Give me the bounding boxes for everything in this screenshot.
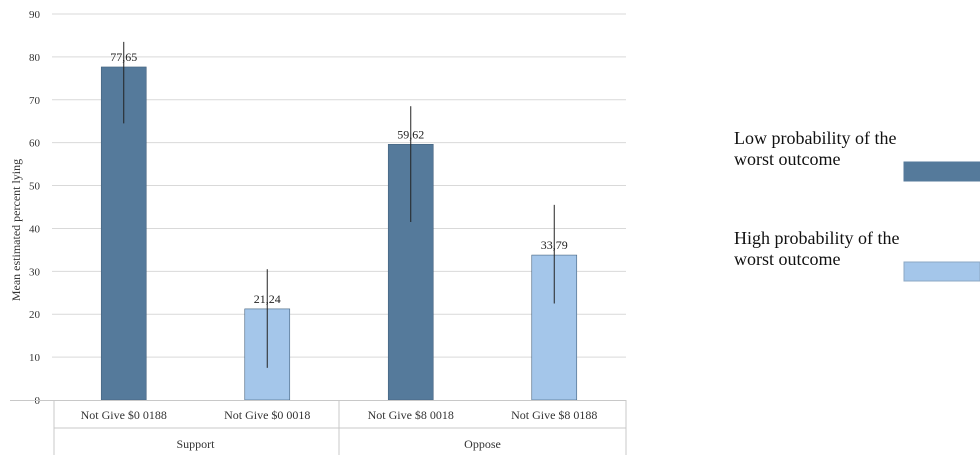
- y-axis-ticks: 0102030405060708090: [29, 9, 41, 407]
- y-tick-label: 40: [29, 223, 41, 235]
- y-axis-title: Mean estimated percent lying: [9, 159, 23, 301]
- data-label: 33,79: [541, 238, 568, 252]
- legend-label: worst outcome: [734, 249, 840, 269]
- y-tick-label: 50: [29, 181, 41, 193]
- legend-swatch: [903, 261, 980, 282]
- gridlines: [52, 13, 626, 358]
- y-tick-label: 30: [29, 266, 41, 278]
- group-label: Support: [176, 437, 215, 451]
- data-label: 77,65: [110, 50, 137, 64]
- y-tick-label: 70: [29, 95, 41, 107]
- data-labels: 77,65 21,24 59,62 33,79: [110, 50, 568, 306]
- legend-label: Low probability of the: [734, 128, 896, 148]
- legend-label: worst outcome: [734, 149, 840, 169]
- y-tick-label: 90: [29, 9, 41, 21]
- x-tick-label: Not Give $8 0018: [368, 408, 454, 422]
- data-label: 59,62: [397, 127, 424, 141]
- x-tick-label: Not Give $0 0188: [81, 408, 167, 422]
- x-axis: Not Give $0 0188 Not Give $0 0018 Not Give…: [10, 400, 627, 455]
- x-tick-label: Not Give $0 0018: [224, 408, 310, 422]
- data-label: 21,24: [254, 292, 281, 306]
- x-tick-label: Not Give $8 0188: [511, 408, 597, 422]
- group-label: Oppose: [464, 437, 501, 451]
- bars: [100, 66, 578, 401]
- error-bars: [123, 41, 555, 368]
- legend-swatch: [903, 161, 980, 182]
- y-tick-label: 80: [29, 52, 41, 64]
- y-tick-label: 60: [29, 138, 41, 150]
- legend-label: High probability of the: [734, 228, 899, 248]
- y-tick-label: 20: [29, 309, 41, 321]
- y-tick-label: 10: [29, 352, 41, 364]
